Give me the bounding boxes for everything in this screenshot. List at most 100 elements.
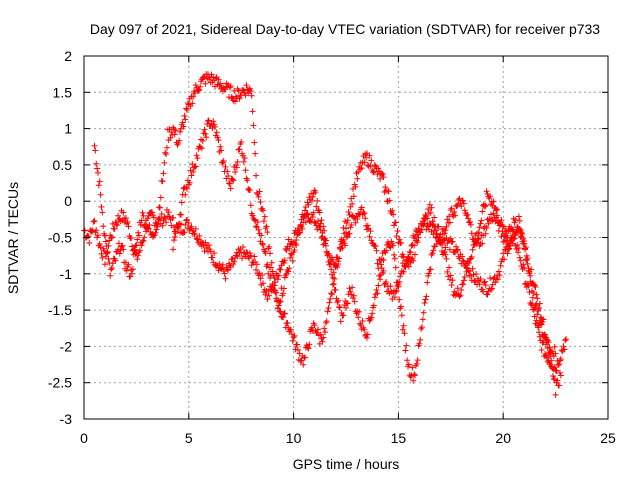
data-point-marker xyxy=(274,305,281,312)
data-point-marker xyxy=(323,249,330,256)
data-point-marker xyxy=(326,299,333,306)
data-point-marker xyxy=(259,205,266,212)
data-point-marker xyxy=(134,256,141,263)
data-point-marker xyxy=(524,255,531,262)
data-point-marker xyxy=(352,219,359,226)
data-point-marker xyxy=(257,275,264,282)
data-point-marker xyxy=(343,219,350,226)
data-point-marker xyxy=(342,242,349,249)
data-point-marker xyxy=(509,240,516,247)
data-point-marker xyxy=(377,261,384,268)
data-point-marker xyxy=(469,246,476,253)
x-tick-label: 0 xyxy=(80,430,88,446)
data-point-marker xyxy=(249,212,256,219)
data-point-marker xyxy=(205,117,212,124)
data-point-marker xyxy=(485,288,492,295)
data-point-marker xyxy=(358,204,365,211)
data-point-marker xyxy=(240,158,247,165)
data-point-marker xyxy=(459,253,466,260)
x-tick-label: 25 xyxy=(600,430,616,446)
data-point-marker xyxy=(433,230,440,237)
data-point-marker xyxy=(163,144,170,151)
data-point-marker xyxy=(250,122,257,129)
data-point-marker xyxy=(460,200,467,207)
data-point-marker xyxy=(329,281,336,288)
data-point-marker xyxy=(161,214,168,221)
data-point-marker xyxy=(533,291,540,298)
data-point-marker xyxy=(285,236,292,243)
data-point-marker xyxy=(553,367,560,374)
data-point-marker xyxy=(364,331,371,338)
data-point-marker xyxy=(359,318,366,325)
data-point-marker xyxy=(429,250,436,257)
data-point-marker xyxy=(482,282,489,289)
data-point-marker xyxy=(275,302,282,309)
data-point-marker xyxy=(272,279,279,286)
data-point-marker xyxy=(483,188,490,195)
data-point-marker xyxy=(490,198,497,205)
data-point-marker xyxy=(211,250,218,257)
data-point-marker xyxy=(213,129,220,136)
data-point-marker xyxy=(482,202,489,209)
data-point-marker xyxy=(443,223,450,230)
data-point-marker xyxy=(260,280,267,287)
data-point-marker xyxy=(368,157,375,164)
data-point-marker xyxy=(449,277,456,284)
data-point-marker xyxy=(361,159,368,166)
y-axis-label: SDTVAR / TECUs xyxy=(5,182,21,294)
data-point-marker xyxy=(347,288,354,295)
data-point-marker xyxy=(551,364,558,371)
data-point-marker xyxy=(386,197,393,204)
data-point-marker xyxy=(407,249,414,256)
data-point-marker xyxy=(176,137,183,144)
data-point-marker xyxy=(280,290,287,297)
data-point-marker xyxy=(401,330,408,337)
data-point-marker xyxy=(366,233,373,240)
data-point-marker xyxy=(322,237,329,244)
data-point-marker xyxy=(260,241,267,248)
data-point-marker xyxy=(140,237,147,244)
data-point-marker xyxy=(201,126,208,133)
data-point-marker xyxy=(501,238,508,245)
data-point-marker xyxy=(321,227,328,234)
data-point-marker xyxy=(189,100,196,107)
data-point-marker xyxy=(289,337,296,344)
data-point-marker xyxy=(514,241,521,248)
data-point-marker xyxy=(551,343,558,350)
data-point-marker xyxy=(557,372,564,379)
data-point-marker xyxy=(93,227,100,234)
data-point-marker xyxy=(368,314,375,321)
data-point-marker xyxy=(128,235,135,242)
data-point-marker xyxy=(269,282,276,289)
data-point-marker xyxy=(451,209,458,216)
data-point-marker xyxy=(527,272,534,279)
data-point-marker xyxy=(458,203,465,210)
data-point-marker xyxy=(253,223,260,230)
data-point-marker xyxy=(191,231,198,238)
data-point-marker xyxy=(153,226,160,233)
data-point-marker xyxy=(267,274,274,281)
data-point-marker xyxy=(115,246,122,253)
data-point-marker xyxy=(336,304,343,311)
data-point-marker xyxy=(99,254,106,261)
data-point-marker xyxy=(358,165,365,172)
data-point-marker xyxy=(494,276,501,283)
data-point-marker xyxy=(363,334,370,341)
data-point-marker xyxy=(261,213,268,220)
data-point-marker xyxy=(161,159,168,166)
data-point-marker xyxy=(556,369,563,376)
data-point-marker xyxy=(522,244,529,251)
data-point-marker xyxy=(209,254,216,261)
data-point-marker xyxy=(395,281,402,288)
data-point-marker xyxy=(452,212,459,219)
data-point-marker xyxy=(108,233,115,240)
data-point-marker xyxy=(252,150,259,157)
data-point-marker xyxy=(139,209,146,216)
data-point-marker xyxy=(129,243,136,250)
data-point-marker xyxy=(350,292,357,299)
data-point-marker xyxy=(354,215,361,222)
data-point-marker xyxy=(294,346,301,353)
data-point-marker xyxy=(430,247,437,254)
data-point-marker xyxy=(424,215,431,222)
data-point-marker xyxy=(262,250,269,257)
